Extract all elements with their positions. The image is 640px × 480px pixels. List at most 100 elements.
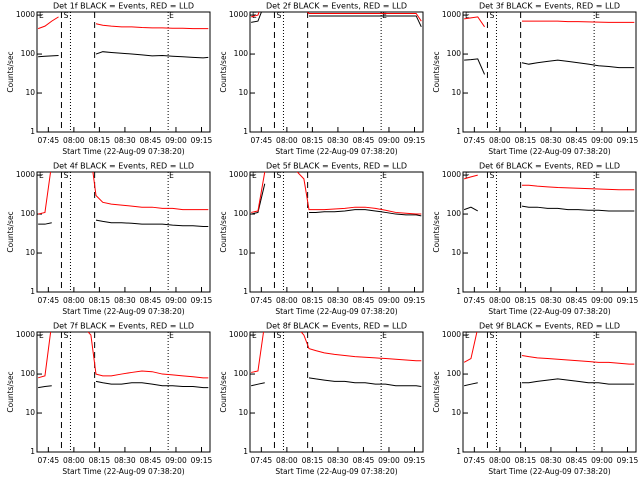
y-tick-label: 1000: [16, 330, 35, 339]
x-tick-label: 08:00: [63, 456, 85, 465]
x-tick-label: 08:30: [540, 136, 562, 145]
x-tick-label: 08:45: [566, 296, 588, 305]
panel: Det 2f BLACK = Events, RED = LLD Start Ti…: [219, 2, 426, 157]
data-line: [464, 16, 635, 28]
y-tick-label: 100: [21, 369, 36, 378]
x-tick-label: 08:45: [353, 136, 375, 145]
x-tick-label: 09:15: [404, 136, 426, 145]
panel: Det 5f BLACK = Events, RED = LLD Start Ti…: [219, 162, 426, 317]
x-tick-label: 08:00: [489, 296, 511, 305]
chart-title: Det 6f BLACK = Events, RED = LLD: [479, 162, 620, 171]
panel: Det 8f BLACK = Events, RED = LLD Start Ti…: [219, 322, 426, 477]
y-axis-label: Counts/sec: [219, 51, 228, 92]
annotation: S: [490, 171, 495, 180]
y-tick-label: 1: [243, 127, 248, 136]
x-tick-label: 08:15: [89, 296, 111, 305]
x-tick-label: 08:00: [276, 136, 298, 145]
y-tick-label: 1000: [442, 10, 461, 19]
x-tick-label: 08:45: [566, 456, 588, 465]
chart-title: Det 7f BLACK = Events, RED = LLD: [53, 322, 194, 331]
y-tick-label: 10: [25, 408, 35, 417]
y-tick-label: 10: [238, 408, 248, 417]
y-tick-label: 1: [243, 447, 248, 456]
plot-frame: [462, 171, 637, 293]
panel: Det 1f BLACK = Events, RED = LLD Start Ti…: [6, 2, 213, 157]
x-tick-label: 09:00: [165, 456, 187, 465]
y-axis-label: Counts/sec: [6, 51, 15, 92]
x-tick-label: 08:00: [63, 296, 85, 305]
x-tick-label: 07:45: [464, 456, 486, 465]
x-tick-label: 08:15: [89, 136, 111, 145]
annotation: E: [382, 171, 387, 180]
chart-title: Det 9f BLACK = Events, RED = LLD: [479, 322, 620, 331]
x-tick-label: 08:30: [540, 456, 562, 465]
annotation: S: [64, 11, 69, 20]
plot-frame: [36, 331, 211, 453]
annotation: E: [169, 171, 174, 180]
y-tick-label: 1000: [16, 170, 35, 179]
x-axis-label: Start Time (22-Aug-09 07:38:20): [275, 467, 397, 476]
x-axis-label: Start Time (22-Aug-09 07:38:20): [275, 147, 397, 156]
annotation: E: [465, 171, 470, 180]
x-tick-label: 09:15: [617, 136, 639, 145]
y-axis-label: Counts/sec: [432, 51, 441, 92]
annotation: S: [277, 171, 282, 180]
annotation: E: [465, 11, 470, 20]
x-tick-label: 08:15: [515, 136, 537, 145]
x-tick-label: 07:45: [38, 296, 60, 305]
y-axis-label: Counts/sec: [432, 211, 441, 252]
data-line: [464, 58, 635, 75]
x-tick-label: 09:00: [378, 136, 400, 145]
y-tick-label: 1000: [229, 10, 248, 19]
y-tick-label: 1: [456, 287, 461, 296]
x-tick-label: 07:45: [251, 136, 273, 145]
y-tick-label: 100: [21, 49, 36, 58]
data-line: [463, 332, 635, 365]
x-tick-label: 08:45: [140, 296, 162, 305]
y-tick-label: 1: [456, 447, 461, 456]
y-tick-label: 10: [238, 88, 248, 97]
data-line: [38, 51, 209, 59]
x-tick-label: 08:00: [276, 296, 298, 305]
data-line: [251, 12, 422, 28]
x-tick-label: 08:30: [540, 296, 562, 305]
x-tick-label: 08:00: [63, 136, 85, 145]
data-line: [38, 172, 209, 215]
annotation: S: [64, 171, 69, 180]
x-tick-label: 08:45: [140, 456, 162, 465]
data-line: [38, 380, 209, 389]
annotation: E: [39, 171, 44, 180]
data-line: [37, 16, 209, 30]
y-axis-label: Counts/sec: [6, 371, 15, 412]
y-tick-label: 1000: [229, 330, 248, 339]
y-tick-label: 1: [243, 287, 248, 296]
y-tick-label: 10: [451, 88, 461, 97]
plot-frame: [249, 171, 424, 293]
y-tick-label: 1000: [229, 170, 248, 179]
x-tick-label: 08:30: [114, 136, 136, 145]
y-tick-label: 10: [451, 248, 461, 257]
x-tick-label: 08:45: [353, 296, 375, 305]
y-axis-label: Counts/sec: [219, 211, 228, 252]
chart-title: Det 5f BLACK = Events, RED = LLD: [266, 162, 407, 171]
x-axis-label: Start Time (22-Aug-09 07:38:20): [62, 307, 184, 316]
y-tick-label: 1: [30, 447, 35, 456]
annotation: S: [490, 11, 495, 20]
x-tick-label: 08:30: [327, 456, 349, 465]
chart-title: Det 4f BLACK = Events, RED = LLD: [53, 162, 194, 171]
x-axis-label: Start Time (22-Aug-09 07:38:20): [488, 307, 610, 316]
x-tick-label: 08:30: [327, 296, 349, 305]
plot-frame: [462, 331, 637, 453]
chart-title: Det 3f BLACK = Events, RED = LLD: [479, 2, 620, 11]
y-tick-label: 100: [447, 49, 462, 58]
annotation: E: [252, 331, 257, 340]
annotation: S: [277, 11, 282, 20]
y-axis-label: Counts/sec: [432, 371, 441, 412]
y-tick-label: 100: [234, 49, 249, 58]
annotation: E: [169, 11, 174, 20]
x-tick-label: 09:15: [404, 296, 426, 305]
x-tick-label: 08:15: [89, 456, 111, 465]
y-tick-label: 100: [447, 369, 462, 378]
x-tick-label: 09:00: [591, 296, 613, 305]
annotation: E: [252, 171, 257, 180]
